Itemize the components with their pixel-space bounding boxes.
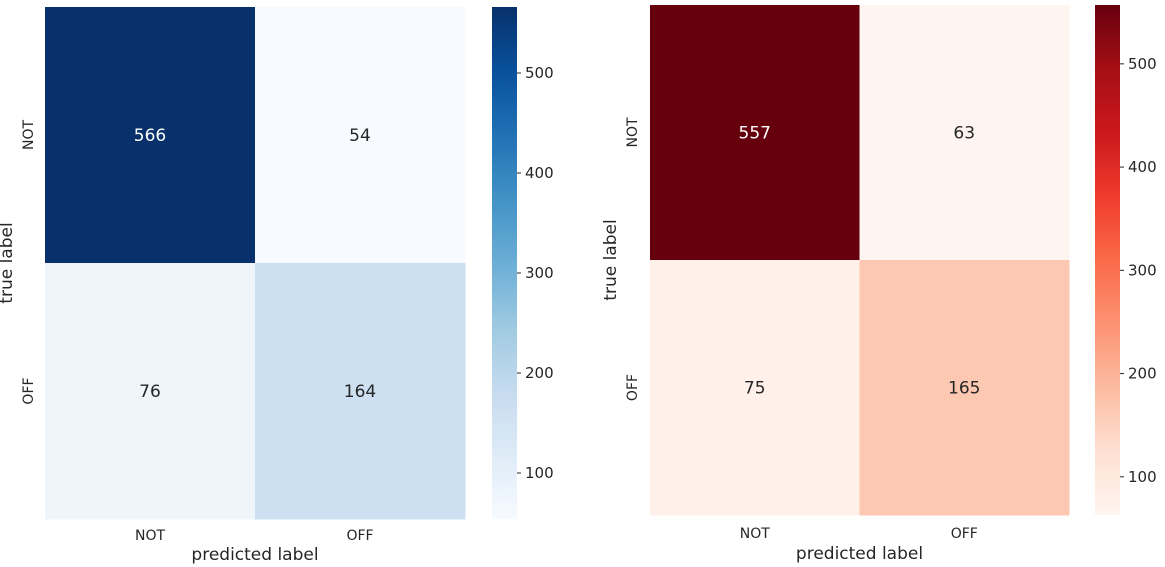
reds-cell-value: 75 [744,379,766,399]
reds-colorbar-tick-label: 100 [1128,468,1157,486]
blues-cell-value: 54 [349,126,371,146]
blues-colorbar-tick-label: 400 [525,164,554,182]
reds-colorbar [1095,5,1120,515]
reds-colorbar-tick-label: 500 [1128,55,1157,73]
blues-colorbar-tick-label: 200 [525,364,554,382]
reds-y-axis-label: true label [601,219,621,300]
blues-colorbar-tick-label: 300 [525,264,554,282]
blues-row-tick-label: OFF [21,377,37,404]
blues-cell-value: 76 [139,382,161,402]
blues-row-tick-label: NOT [21,120,37,150]
blues-colorbar-tick-label: 500 [525,64,554,82]
reds-colorbar-tick-label: 400 [1128,158,1157,176]
reds-cell-off-off [859,260,1070,516]
reds-cell-value: 557 [739,124,771,144]
reds-row-tick-label: OFF [625,374,641,401]
reds-col-tick-label: NOT [740,526,770,542]
blues-cell-not-off [255,7,466,264]
blues-cell-value: 164 [344,382,376,402]
reds-colorbar-tick-label: 200 [1128,365,1157,383]
blues-col-tick-label: NOT [135,528,165,544]
blues-cell-value: 566 [134,126,166,146]
blues-cell-off-not [45,263,256,520]
blues-cell-not-not [45,7,256,264]
reds-cell-value: 63 [953,124,975,144]
reds-row-tick-label: NOT [625,117,641,147]
reds-colorbar-tick-label: 300 [1128,261,1157,279]
blues-colorbar [492,7,517,519]
reds-x-axis-label: predicted label [796,544,923,564]
blues-col-tick-label: OFF [346,528,373,544]
reds-cell-not-off [859,5,1070,261]
reds-col-tick-label: OFF [951,526,978,542]
blues-y-axis-label: true label [0,222,17,303]
blues-colorbar-tick-label: 100 [525,464,554,482]
reds-cell-not-not [650,5,860,261]
reds-cell-off-not [650,260,860,516]
blues-x-axis-label: predicted label [191,545,318,565]
reds-cell-value: 165 [948,379,980,399]
blues-cell-off-off [255,263,466,520]
